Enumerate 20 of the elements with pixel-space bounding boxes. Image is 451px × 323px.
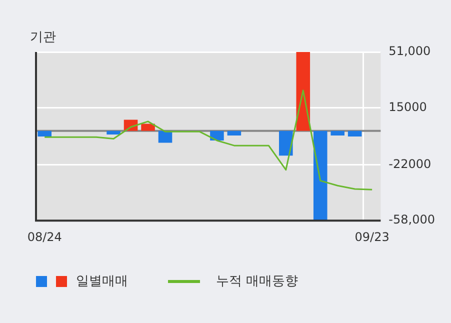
bar bbox=[210, 130, 224, 140]
bar bbox=[279, 130, 293, 156]
y-tick-label: 51,000 bbox=[388, 44, 431, 58]
chart-title: 기관 bbox=[30, 29, 56, 46]
legend-label: 일별매매 bbox=[76, 273, 128, 290]
x-tick-label: 08/24 bbox=[27, 230, 62, 244]
y-tick-label: 15000 bbox=[388, 100, 427, 114]
y-tick-label: -58,000 bbox=[388, 212, 436, 227]
bar bbox=[296, 52, 310, 131]
legend-label: 누적 매매동향 bbox=[216, 273, 298, 290]
x-tick-label: 09/23 bbox=[354, 230, 390, 244]
bar bbox=[313, 130, 328, 221]
bar bbox=[158, 130, 172, 143]
bar bbox=[106, 130, 120, 134]
bar bbox=[227, 130, 242, 136]
y-tick-label: -22000 bbox=[388, 157, 432, 172]
bar bbox=[348, 130, 362, 136]
bar bbox=[38, 130, 52, 136]
bar bbox=[141, 124, 155, 131]
bar bbox=[330, 130, 344, 136]
